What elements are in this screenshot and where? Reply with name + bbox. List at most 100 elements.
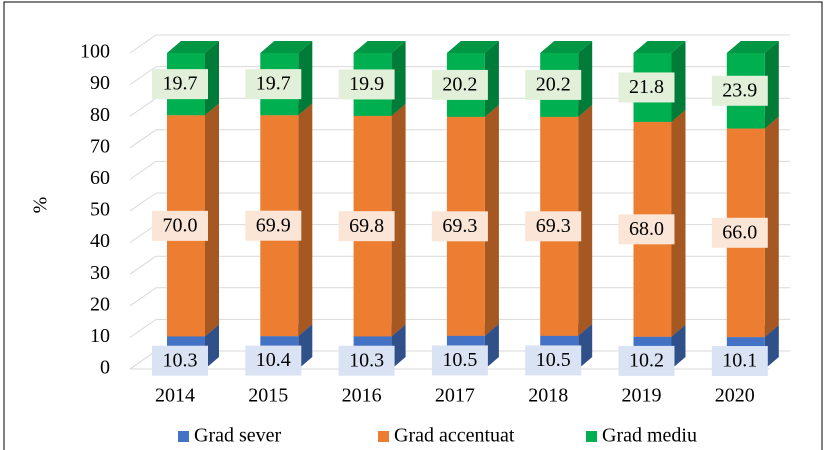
data-label-box bbox=[525, 211, 582, 242]
y-tick-label: 40 bbox=[90, 230, 110, 252]
data-label: 10.1 bbox=[722, 350, 757, 372]
data-label: 20.2 bbox=[536, 74, 571, 96]
data-label-box bbox=[431, 69, 488, 100]
legend-label: Grad sever bbox=[194, 425, 282, 447]
x-tick-label: 2019 bbox=[622, 385, 662, 407]
data-label-box bbox=[618, 345, 675, 376]
bar-side bbox=[298, 41, 313, 116]
bar-side bbox=[205, 103, 219, 337]
data-label-box bbox=[245, 345, 302, 376]
data-label: 19.7 bbox=[256, 73, 291, 95]
data-label: 69.3 bbox=[536, 215, 571, 237]
bar-top bbox=[540, 41, 593, 53]
grid-line-depth bbox=[129, 160, 157, 180]
x-tick-label: 2016 bbox=[342, 385, 382, 407]
legend-marker bbox=[586, 431, 597, 442]
bar-side bbox=[205, 324, 219, 369]
grid-line-depth bbox=[129, 224, 157, 244]
bar-side bbox=[671, 324, 686, 369]
data-label-box bbox=[431, 211, 488, 242]
data-label-box bbox=[618, 72, 675, 103]
data-label: 10.4 bbox=[256, 349, 291, 371]
data-label-box bbox=[711, 75, 768, 106]
data-label: 21.8 bbox=[629, 76, 664, 98]
grid-line-depth bbox=[129, 192, 157, 212]
data-label-box bbox=[431, 345, 488, 376]
bar-side bbox=[484, 323, 499, 369]
data-label: 10.3 bbox=[163, 349, 198, 371]
data-label-box bbox=[245, 210, 302, 241]
data-label: 10.5 bbox=[536, 349, 571, 371]
data-label: 10.2 bbox=[629, 349, 664, 371]
data-label-box bbox=[525, 69, 582, 100]
bar-side bbox=[484, 104, 499, 336]
data-label-box bbox=[618, 214, 675, 245]
bar-side bbox=[391, 324, 406, 369]
data-label: 19.9 bbox=[349, 73, 384, 95]
chart-border bbox=[3, 1, 823, 450]
data-label-box bbox=[152, 210, 208, 241]
legend-label: Grad mediu bbox=[602, 425, 697, 447]
x-tick-label: 2015 bbox=[248, 385, 288, 407]
y-tick-label: 100 bbox=[80, 41, 110, 63]
x-tick-label: 2020 bbox=[715, 385, 755, 407]
data-label: 69.3 bbox=[442, 215, 477, 237]
bar-side bbox=[764, 325, 779, 369]
grid-line-depth bbox=[129, 34, 157, 54]
bar-side bbox=[578, 104, 593, 336]
data-label: 19.7 bbox=[163, 73, 198, 95]
y-tick-label: 90 bbox=[90, 72, 110, 94]
bar-top bbox=[446, 41, 499, 53]
y-tick-label: 60 bbox=[90, 167, 110, 189]
bar-side bbox=[671, 41, 686, 122]
legend-marker bbox=[178, 431, 189, 442]
data-label-box bbox=[245, 69, 302, 100]
bar-side bbox=[764, 116, 779, 338]
bar-top bbox=[633, 41, 686, 53]
grid-line-depth bbox=[129, 129, 157, 149]
x-tick-label: 2017 bbox=[435, 385, 475, 407]
bar-side bbox=[391, 41, 406, 116]
y-tick-label: 50 bbox=[90, 199, 110, 221]
y-tick-label: 0 bbox=[100, 357, 110, 379]
bar-side bbox=[205, 41, 219, 116]
y-axis-label: % bbox=[30, 197, 52, 214]
y-tick-label: 20 bbox=[90, 293, 110, 315]
data-label-box bbox=[711, 217, 768, 248]
bar-side bbox=[391, 103, 406, 337]
data-label: 70.0 bbox=[163, 214, 198, 236]
data-label: 69.9 bbox=[256, 214, 291, 236]
bar-top bbox=[167, 41, 219, 53]
data-label-box bbox=[711, 346, 768, 377]
y-tick-label: 30 bbox=[90, 262, 110, 284]
x-tick-label: 2018 bbox=[528, 385, 568, 407]
legend-label: Grad accentuat bbox=[394, 425, 515, 447]
data-label: 10.3 bbox=[349, 349, 384, 371]
data-label-box bbox=[525, 345, 582, 376]
data-label: 68.0 bbox=[629, 218, 664, 240]
grid-line-depth bbox=[129, 255, 157, 275]
grid-line-depth bbox=[129, 350, 157, 370]
data-label: 10.5 bbox=[442, 349, 477, 371]
y-tick-label: 10 bbox=[90, 325, 110, 347]
data-label-box bbox=[338, 69, 395, 100]
y-tick-label: 70 bbox=[90, 135, 110, 157]
bar-side bbox=[578, 323, 593, 369]
legend-marker bbox=[378, 431, 389, 442]
grid-line-depth bbox=[129, 97, 157, 117]
data-label: 20.2 bbox=[442, 74, 477, 96]
data-label-box bbox=[338, 211, 395, 242]
grid-line-depth bbox=[129, 318, 157, 338]
data-label: 66.0 bbox=[722, 221, 757, 243]
data-label-box bbox=[152, 345, 208, 376]
bar-top bbox=[353, 41, 406, 53]
bar-top bbox=[726, 41, 779, 53]
bar-side bbox=[671, 109, 686, 337]
bar-side bbox=[764, 41, 779, 129]
data-label: 69.8 bbox=[349, 215, 384, 237]
bar-side bbox=[484, 41, 499, 117]
bar-side bbox=[298, 103, 313, 337]
grid-line-depth bbox=[129, 287, 157, 307]
